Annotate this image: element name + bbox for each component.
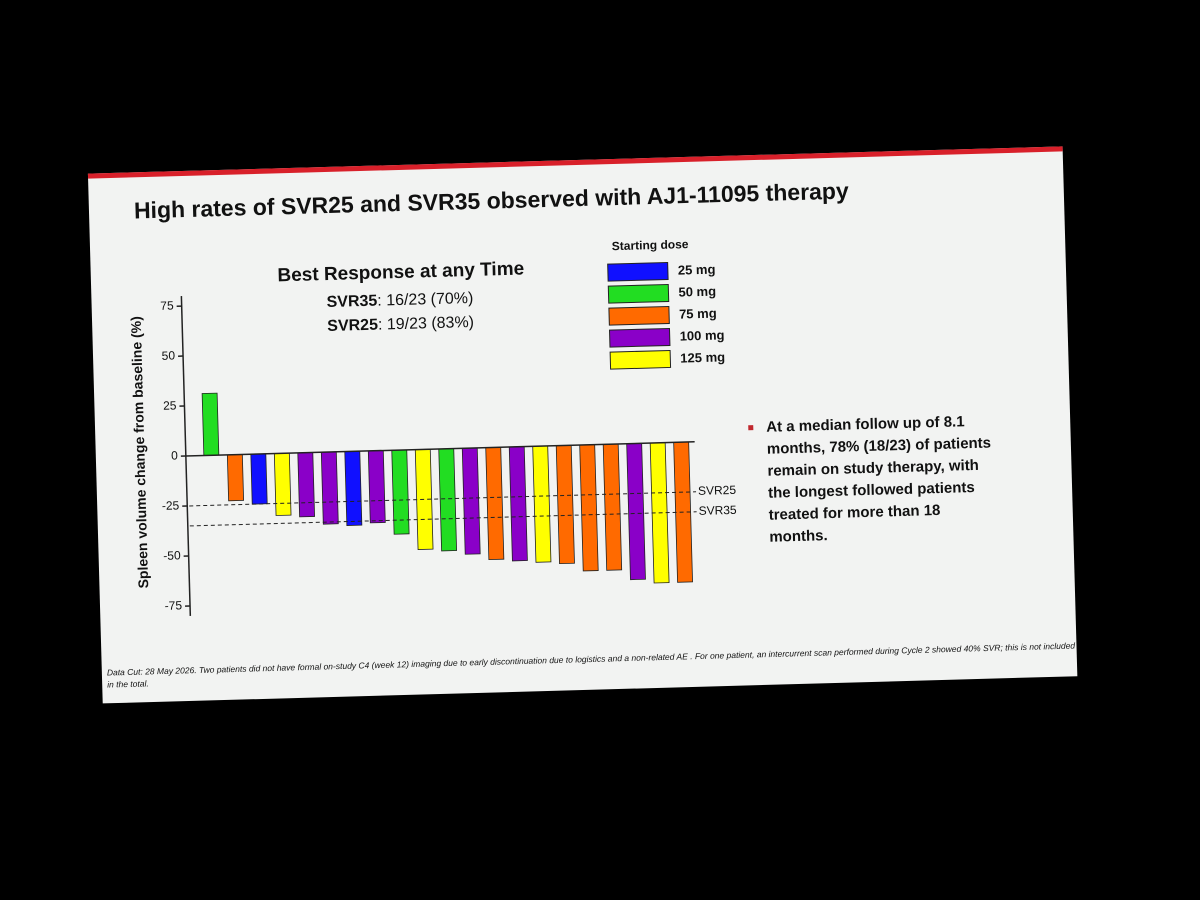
y-tick-label: 75: [160, 298, 174, 312]
legend-label: 100 mg: [679, 327, 724, 343]
legend-title: Starting dose: [612, 237, 689, 253]
zero-baseline: [185, 441, 695, 457]
bar: [226, 454, 245, 502]
bullet-line: remain on study therapy, with: [767, 457, 979, 480]
legend-swatch: [607, 261, 669, 282]
stat-label: SVR25: [327, 317, 378, 335]
legend-label: 50 mg: [678, 284, 716, 300]
stat-label: SVR35: [326, 293, 377, 311]
stat-line: SVR35: 16/23 (70%): [326, 290, 473, 311]
y-axis-label: Spleen volume change from baseline (%): [128, 316, 152, 589]
bar: [297, 452, 316, 518]
legend-swatch: [609, 349, 672, 370]
reference-line: [189, 491, 697, 507]
bullet-line: At a median follow up of 8.1: [766, 413, 965, 436]
stat-line: SVR25: 19/23 (83%): [327, 314, 474, 335]
legend-swatch: [608, 305, 670, 326]
bar: [320, 451, 339, 525]
bar: [532, 445, 552, 563]
legend-label: 75 mg: [679, 306, 717, 322]
y-tick-label: -50: [163, 548, 181, 562]
slide-panel: [87, 146, 1078, 704]
slide-top-rule: [87, 146, 1063, 179]
bar: [344, 450, 363, 526]
y-tick-label: 25: [163, 398, 177, 412]
legend-label: 125 mg: [680, 349, 725, 365]
bullet-line: months.: [769, 527, 828, 546]
bar: [391, 449, 410, 535]
reference-label: SVR25: [698, 483, 737, 498]
bullet-marker: [748, 425, 754, 431]
slide: High rates of SVR25 and SVR35 observed w…: [87, 146, 1078, 704]
bar: [602, 443, 623, 571]
bar: [367, 450, 386, 524]
reference-line: [189, 511, 697, 527]
reference-label: SVR35: [698, 503, 737, 518]
bar: [485, 446, 505, 561]
y-tick-label: -75: [164, 598, 182, 612]
y-tick-label: -25: [162, 498, 180, 512]
legend-swatch: [607, 283, 670, 304]
bar: [555, 444, 575, 565]
bullet-line: treated for more than 18: [768, 502, 940, 524]
legend-label: 25 mg: [678, 262, 716, 278]
bar: [579, 444, 599, 572]
stat-text: : 16/23 (70%): [377, 290, 474, 310]
bar: [201, 392, 220, 456]
bar: [250, 453, 268, 505]
bar: [438, 448, 458, 552]
bar: [461, 447, 481, 555]
bullet-line: the longest followed patients: [768, 479, 975, 502]
stat-text: : 19/23 (83%): [378, 314, 475, 334]
footnote: in the total.: [107, 678, 149, 689]
bar: [508, 446, 528, 562]
y-tick-label: 50: [161, 348, 175, 362]
y-tick-label: 0: [171, 448, 178, 462]
legend-swatch: [608, 327, 671, 348]
bullet-line: months, 78% (18/23) of patients: [767, 435, 992, 458]
bar: [273, 452, 292, 516]
